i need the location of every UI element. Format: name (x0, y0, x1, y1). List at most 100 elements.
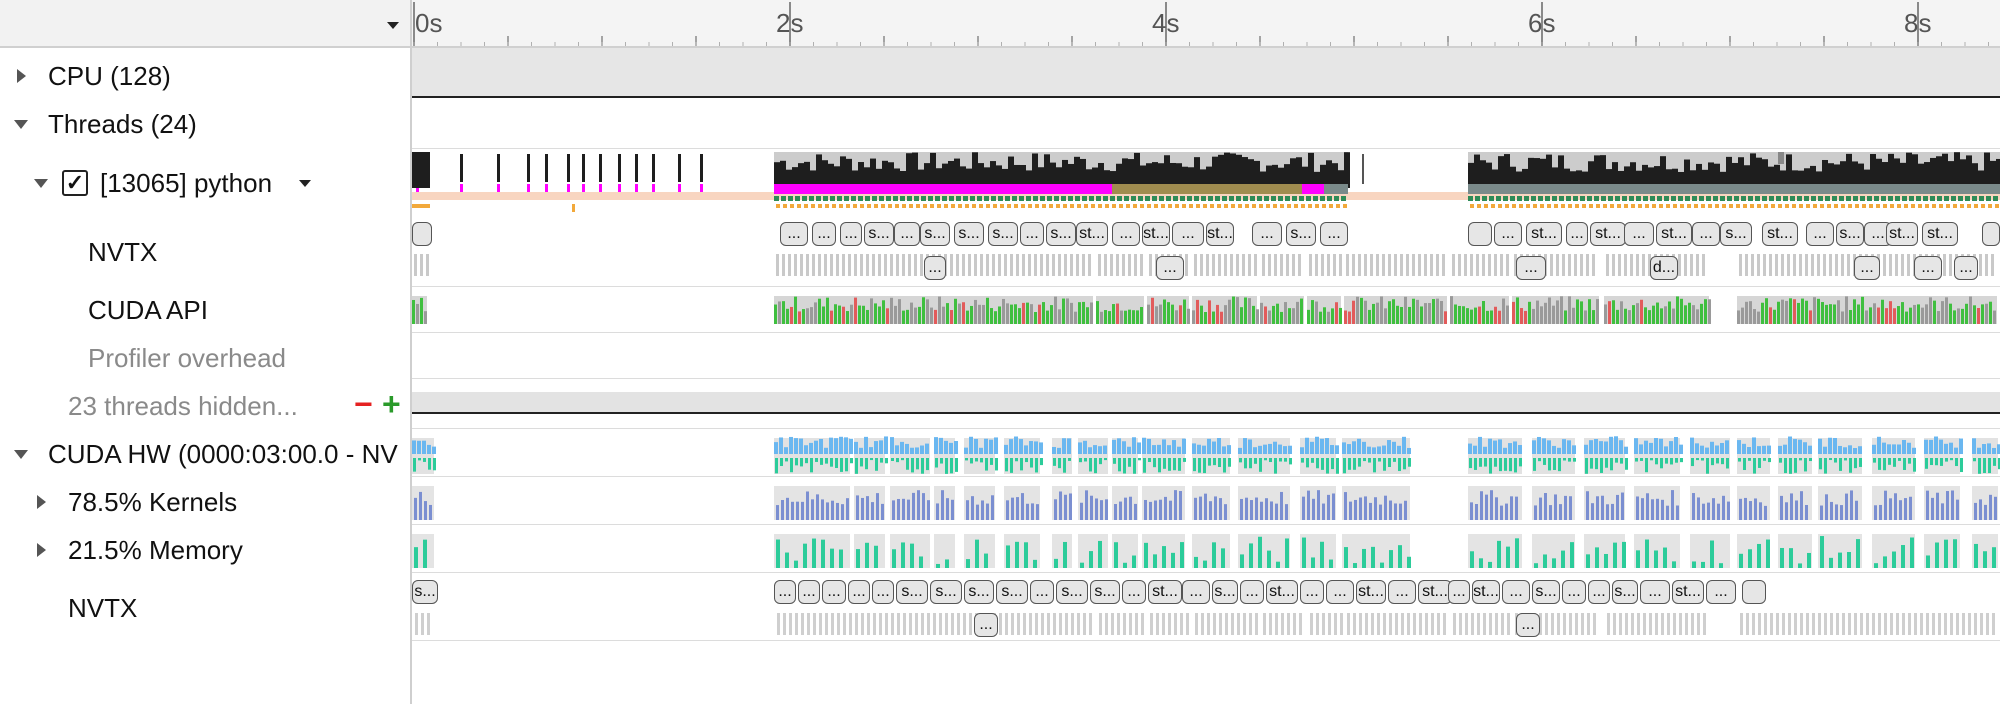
nvtx-range[interactable]: ... (974, 613, 998, 637)
nvtx-range[interactable] (1468, 222, 1492, 246)
nvtx-range[interactable]: s... (1612, 580, 1638, 604)
collapse-arrow-icon[interactable] (12, 444, 32, 464)
nvtx-range[interactable]: ... (774, 580, 796, 604)
nvtx-range[interactable]: s... (1090, 580, 1120, 604)
nvtx-range[interactable]: ... (1252, 222, 1282, 246)
timeline-area[interactable]: 0s 2s 4s 6s 8s ......... s...... s... s... s… (412, 0, 2000, 704)
thread-nvtx-subranges[interactable]: ......... d............ (412, 254, 2000, 282)
nvtx-range[interactable]: st... (1672, 580, 1704, 604)
nvtx-range[interactable]: ... (1588, 580, 1610, 604)
nvtx-range[interactable]: s... (930, 580, 962, 604)
nvtx-range[interactable]: s... (1046, 222, 1076, 246)
nvtx-range[interactable]: st... (1762, 222, 1798, 246)
nvtx-range[interactable]: ... (840, 222, 862, 246)
nvtx-range[interactable]: ... (848, 580, 870, 604)
nvtx-range[interactable]: ... (1516, 613, 1540, 637)
row-memory[interactable]: 21.5% Memory (0, 530, 410, 570)
time-ruler[interactable]: 0s 2s 4s 6s 8s (412, 0, 2000, 48)
row-python-process[interactable]: ✓ [13065] python (0, 162, 410, 204)
nvtx-range[interactable] (1742, 580, 1766, 604)
nvtx-range[interactable]: ... (812, 222, 836, 246)
gpu-nvtx-ranges[interactable]: s.................. s... s... s... s...... s.… (412, 578, 2000, 606)
chevron-down-icon[interactable] (298, 176, 312, 190)
nvtx-range[interactable]: ... (1156, 256, 1184, 280)
nvtx-range[interactable]: st... (1076, 222, 1108, 246)
nvtx-range[interactable]: ... (1388, 580, 1416, 604)
nvtx-range[interactable]: st... (1526, 222, 1562, 246)
nvtx-range[interactable]: ... (780, 222, 808, 246)
nvtx-range[interactable]: ... (1914, 256, 1942, 280)
nvtx-range[interactable]: ... (1030, 580, 1054, 604)
nvtx-range[interactable]: s... (1720, 222, 1752, 246)
nvtx-range[interactable]: d... (1650, 256, 1678, 280)
nvtx-range[interactable]: ... (1502, 580, 1530, 604)
nvtx-range[interactable]: s... (412, 580, 438, 604)
minus-icon[interactable]: − (354, 386, 373, 422)
nvtx-range[interactable]: ... (1182, 580, 1210, 604)
chevron-down-icon[interactable] (384, 18, 400, 32)
nvtx-range[interactable]: ... (1300, 580, 1324, 604)
nvtx-range[interactable]: ... (1448, 580, 1470, 604)
nvtx-range[interactable]: ... (1172, 222, 1204, 246)
nvtx-range[interactable]: ... (1122, 580, 1146, 604)
nvtx-range[interactable]: s... (864, 222, 894, 246)
expand-arrow-icon[interactable] (12, 66, 32, 86)
nvtx-range[interactable]: st... (1148, 580, 1182, 604)
nvtx-range[interactable]: ... (1240, 580, 1264, 604)
nvtx-range[interactable] (1982, 222, 2000, 246)
nvtx-range[interactable]: st... (1656, 222, 1692, 246)
nvtx-range[interactable]: s... (1212, 580, 1238, 604)
gpu-nvtx-subranges[interactable]: ...... (412, 611, 2000, 639)
nvtx-range[interactable]: ... (1854, 256, 1880, 280)
plus-icon[interactable]: + (382, 386, 401, 422)
expand-arrow-icon[interactable] (32, 492, 52, 512)
nvtx-range[interactable]: s... (1286, 222, 1316, 246)
nvtx-range[interactable]: ... (924, 256, 946, 280)
nvtx-range[interactable]: st... (1418, 580, 1452, 604)
nvtx-range[interactable]: st... (1922, 222, 1958, 246)
nvtx-range[interactable]: s... (896, 580, 928, 604)
nvtx-range[interactable]: s... (1532, 580, 1560, 604)
nvtx-range[interactable]: s... (954, 222, 984, 246)
row-kernels[interactable]: 78.5% Kernels (0, 482, 410, 522)
nvtx-range[interactable]: ... (1566, 222, 1588, 246)
nvtx-range[interactable]: s... (920, 222, 950, 246)
thread-nvtx-ranges[interactable]: ......... s...... s... s... s...... s... st...… (412, 220, 2000, 248)
expand-arrow-icon[interactable] (32, 540, 52, 560)
nvtx-range[interactable]: ... (1020, 222, 1044, 246)
nvtx-range[interactable] (412, 222, 432, 246)
nvtx-range[interactable]: ... (822, 580, 846, 604)
collapse-arrow-icon[interactable] (32, 173, 52, 193)
nvtx-range[interactable]: st... (1266, 580, 1298, 604)
nvtx-range[interactable]: ... (1954, 256, 1978, 280)
nvtx-range[interactable]: ... (1326, 580, 1354, 604)
nvtx-range[interactable]: st... (1356, 580, 1386, 604)
nvtx-range[interactable]: s... (1056, 580, 1088, 604)
row-cuda-hw[interactable]: CUDA HW (0000:03:00.0 - NV (0, 434, 410, 474)
nvtx-range[interactable]: s... (988, 222, 1018, 246)
nvtx-range[interactable]: ... (1494, 222, 1522, 246)
nvtx-range[interactable]: ... (1706, 580, 1736, 604)
nvtx-range[interactable]: ... (1112, 222, 1140, 246)
nvtx-range[interactable]: ... (1516, 256, 1546, 280)
row-cuda-api[interactable]: CUDA API (0, 290, 410, 330)
row-cpu[interactable]: CPU (128) (0, 56, 410, 96)
nvtx-range[interactable]: s... (996, 580, 1028, 604)
row-nvtx[interactable]: NVTX (0, 232, 410, 272)
nvtx-range[interactable]: s... (1836, 222, 1864, 246)
nvtx-range[interactable]: ... (1806, 222, 1834, 246)
nvtx-range[interactable]: st... (1142, 222, 1170, 246)
row-threads[interactable]: Threads (24) (0, 104, 410, 144)
nvtx-range[interactable]: ... (894, 222, 920, 246)
nvtx-range[interactable]: ... (872, 580, 894, 604)
collapse-arrow-icon[interactable] (12, 114, 32, 134)
thread-visibility-checkbox[interactable]: ✓ (62, 170, 88, 196)
nvtx-range[interactable]: st... (1590, 222, 1626, 246)
nvtx-range[interactable]: ... (1624, 222, 1654, 246)
row-gpu-nvtx[interactable]: NVTX (0, 588, 410, 628)
nvtx-range[interactable]: st... (1886, 222, 1918, 246)
nvtx-range[interactable]: st... (1206, 222, 1234, 246)
nvtx-range[interactable]: st... (1472, 580, 1500, 604)
nvtx-range[interactable]: ... (1692, 222, 1720, 246)
nvtx-range[interactable]: ... (1640, 580, 1670, 604)
